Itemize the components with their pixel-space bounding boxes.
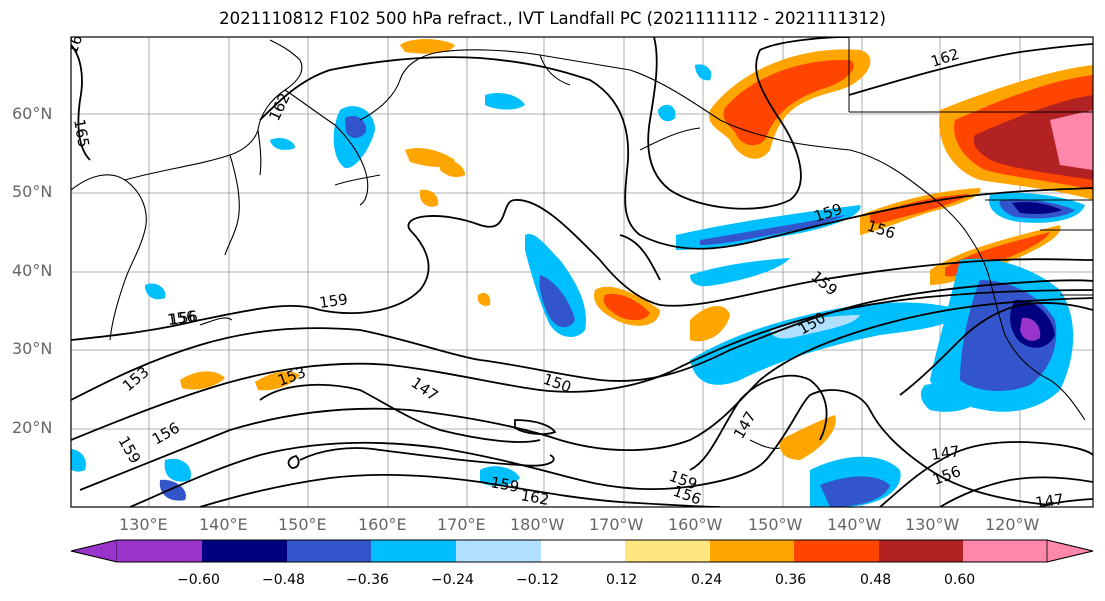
lon-label: 120°W bbox=[985, 515, 1040, 534]
coastlines bbox=[71, 39, 1086, 449]
country-borders bbox=[848, 37, 1093, 296]
lon-label: 150°W bbox=[748, 515, 803, 534]
colorbar-tick-label: −0.48 bbox=[262, 572, 305, 588]
colorbar-tick-label: 0.12 bbox=[606, 572, 638, 588]
contour-label: 156 bbox=[166, 307, 197, 329]
colorbar-segment bbox=[371, 540, 456, 562]
colorbar-tick-label: 0.36 bbox=[775, 572, 807, 588]
colorbar-tick-label: 0.24 bbox=[691, 572, 723, 588]
lat-label: 40°N bbox=[12, 261, 53, 280]
lon-label: 140°W bbox=[827, 515, 882, 534]
colorbar-segment bbox=[879, 540, 963, 562]
colorbar bbox=[70, 539, 1094, 563]
colorbar-tick-label: 0.60 bbox=[944, 572, 976, 588]
contour-label: 165 bbox=[70, 118, 93, 149]
lat-label: 60°N bbox=[12, 104, 53, 123]
lat-label: 20°N bbox=[12, 418, 53, 437]
contour-label: 162 bbox=[519, 486, 550, 509]
colorbar-segment bbox=[456, 540, 541, 562]
lon-label: 130°W bbox=[905, 515, 960, 534]
colorbar-tick-label: −0.12 bbox=[516, 572, 559, 588]
lon-label: 160°E bbox=[358, 515, 407, 534]
colorbar-tick-label: 0.48 bbox=[860, 572, 892, 588]
colorbar-max-arrow bbox=[1046, 539, 1094, 563]
colorbar-segment bbox=[202, 540, 287, 562]
contour-label: 159 bbox=[489, 473, 520, 496]
colorbar-tick-label: −0.60 bbox=[177, 572, 220, 588]
lat-label: 50°N bbox=[12, 182, 53, 201]
colorbar-segment bbox=[117, 540, 202, 562]
gridlines bbox=[71, 37, 1093, 507]
colorbar-tick-label: −0.36 bbox=[346, 572, 389, 588]
colorbar-segment bbox=[794, 540, 879, 562]
contour-label: 147 bbox=[930, 442, 961, 464]
contour-label: 156 bbox=[168, 307, 199, 329]
contour-label: 147 bbox=[1034, 490, 1065, 512]
colorbar-segment bbox=[963, 540, 1047, 562]
colorbar-segment bbox=[710, 540, 794, 562]
map-title: 2021110812 F102 500 hPa refract., IVT La… bbox=[219, 9, 886, 28]
colorbar-min-arrow bbox=[70, 539, 118, 563]
lon-label: 140°E bbox=[199, 515, 248, 534]
colorbar-segment bbox=[541, 540, 625, 562]
contour-label: 159 bbox=[318, 290, 349, 312]
plot-border bbox=[70, 36, 1094, 508]
colorbar-segment bbox=[625, 540, 710, 562]
lon-label: 170°E bbox=[437, 515, 486, 534]
lon-label: 150°E bbox=[278, 515, 327, 534]
colorbar-segment bbox=[287, 540, 371, 562]
lon-label: 170°W bbox=[589, 515, 644, 534]
height-contours bbox=[71, 37, 1093, 507]
colorbar-tick-label: −0.24 bbox=[431, 572, 474, 588]
lon-label: 130°E bbox=[119, 515, 168, 534]
lat-label: 30°N bbox=[12, 339, 53, 358]
lon-label: 160°W bbox=[668, 515, 723, 534]
lon-label: 180°W bbox=[510, 515, 565, 534]
